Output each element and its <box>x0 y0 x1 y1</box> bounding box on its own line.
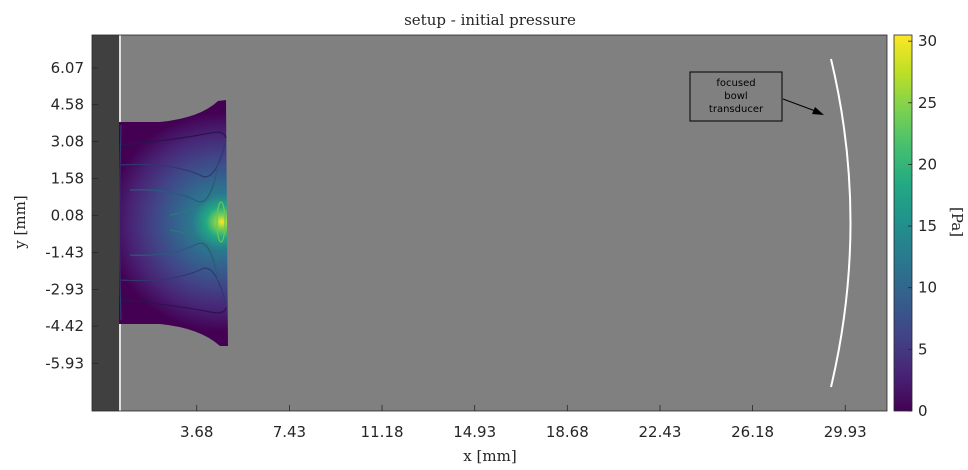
y-tick-label: 6.07 <box>51 59 84 77</box>
colorbar-tick-label: 25 <box>918 94 937 112</box>
y-tick-label: -5.93 <box>45 354 84 372</box>
x-tick-label: 14.93 <box>453 423 496 441</box>
colorbar-tick-label: 30 <box>918 32 937 50</box>
plot-frame <box>91 34 888 412</box>
transducer-annotation: focused bowl transducer <box>689 71 824 122</box>
colorbar-tick-label: 0 <box>918 402 928 420</box>
annotation-line-1: focused <box>716 78 755 89</box>
colorbar-label: [Pa] <box>948 207 966 237</box>
y-tick-label: -2.93 <box>45 280 84 298</box>
y-tick-label: 0.08 <box>51 206 84 224</box>
y-axis-label: y [mm] <box>11 195 29 249</box>
annotation-box <box>689 71 783 122</box>
colorbar-tick-label: 20 <box>918 155 937 173</box>
y-tick-label: -1.43 <box>45 244 84 262</box>
chart-title: setup - initial pressure <box>404 11 576 29</box>
colorbar-tick-label: 5 <box>918 340 928 358</box>
plot-area: focused bowl transducer <box>91 34 888 412</box>
colorbar-tick-label: 10 <box>918 279 937 297</box>
y-tick-label: 1.58 <box>51 169 84 187</box>
annotation-arrow-head <box>812 107 824 115</box>
colorbar: 0 5 10 15 20 25 30 [Pa] <box>893 32 966 420</box>
x-tick-label: 29.93 <box>824 423 867 441</box>
colorbar-ticks: 0 5 10 15 20 25 30 <box>908 32 937 420</box>
x-axis-ticks: 3.68 7.43 11.18 14.93 18.68 22.43 26.18 29.93 <box>180 405 867 441</box>
x-tick-label: 11.18 <box>361 423 404 441</box>
annotation-arrow-shaft <box>782 98 819 113</box>
colorbar-gradient <box>893 34 913 412</box>
y-tick-label: -4.42 <box>45 317 84 335</box>
x-tick-label: 7.43 <box>273 423 306 441</box>
transducer-arc <box>830 58 852 388</box>
y-tick-label: 4.58 <box>51 96 84 114</box>
y-tick-label: 3.08 <box>51 133 84 151</box>
annotation-line-3: transducer <box>709 104 764 115</box>
x-tick-label: 3.68 <box>180 423 213 441</box>
x-tick-label: 26.18 <box>731 423 774 441</box>
left-boundary-region <box>92 35 119 411</box>
pressure-contours <box>118 124 227 321</box>
y-axis-ticks: 6.07 4.58 3.08 1.58 0.08 -1.43 -2.93 -4.42 -5.93 <box>45 59 98 372</box>
x-tick-label: 18.68 <box>546 423 589 441</box>
colorbar-tick-label: 15 <box>918 217 937 235</box>
x-axis-label: x [mm] <box>463 447 516 465</box>
annotation-line-2: bowl <box>724 91 747 102</box>
x-tick-label: 22.43 <box>638 423 681 441</box>
source-pressure-region <box>119 100 228 346</box>
